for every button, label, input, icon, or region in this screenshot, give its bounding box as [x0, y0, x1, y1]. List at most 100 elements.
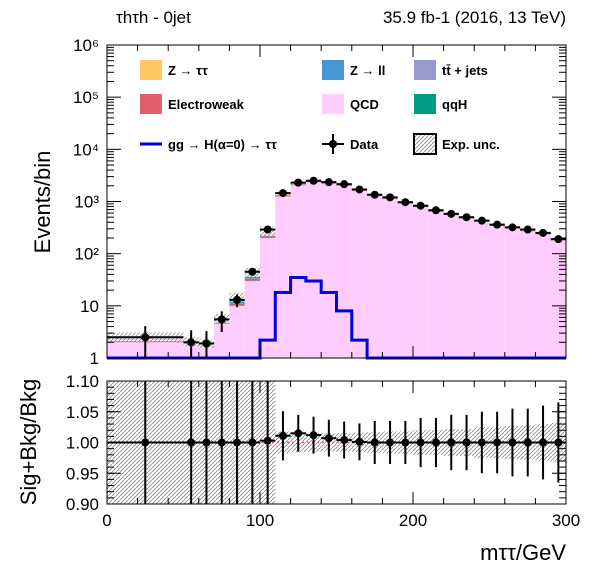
ratio-point	[202, 438, 211, 447]
ratio-point	[248, 438, 257, 447]
ratio-ytick-label: 0.90	[66, 495, 99, 514]
ratio-point	[401, 438, 410, 447]
bar-qcd	[260, 237, 276, 358]
data-point	[462, 213, 471, 222]
data-point	[324, 178, 333, 187]
main-ytick-label: 10⁵	[73, 88, 99, 107]
main-ytick-label: 1	[90, 349, 99, 368]
main-panel: 1 10 10² 10³ 10⁴ 10⁵ 10⁶ Events/bin	[30, 36, 567, 368]
bar-qcd	[474, 221, 490, 358]
main-ylabel: Events/bin	[30, 151, 55, 254]
bar-qcd	[290, 185, 306, 358]
bar-qcd	[550, 240, 566, 358]
ratio-xtick-label: 200	[399, 511, 427, 530]
bar-qcd	[520, 231, 536, 358]
ratio-point	[340, 436, 349, 445]
ratio-ytick-label: 1.10	[66, 372, 99, 391]
bar-ewk	[260, 236, 276, 238]
bar-qcd	[428, 211, 444, 358]
data-point	[309, 176, 318, 185]
data-point	[401, 198, 410, 207]
stacked-bars	[107, 180, 566, 358]
legend-swatch	[140, 60, 162, 80]
data-point	[477, 216, 486, 225]
bar-qcd	[443, 215, 459, 358]
data-point	[355, 185, 364, 194]
main-ytick-label: 10²	[74, 245, 99, 264]
bar-qcd	[458, 218, 475, 358]
ratio-xtick-label: 0	[102, 511, 111, 530]
legend-label: Data	[350, 137, 379, 152]
data-point	[447, 209, 456, 218]
ratio-point	[217, 438, 226, 447]
data-points	[107, 176, 566, 358]
lumi-label: 35.9 fb-1 (2016, 13 TeV)	[383, 8, 566, 27]
ratio-ytick-label: 1.00	[66, 434, 99, 453]
data-point	[294, 178, 303, 187]
ratio-point	[294, 429, 303, 438]
bar-qcd	[413, 206, 429, 358]
ratio-point	[141, 438, 150, 447]
legend-swatch	[140, 94, 162, 114]
ratio-ylabel: Sig+Bkg/Bkg	[16, 379, 41, 506]
bar-qcd	[397, 203, 413, 358]
ratio-point	[370, 438, 379, 447]
legend-swatch-unc	[413, 133, 437, 155]
data-point	[523, 225, 532, 234]
ratio-point	[508, 438, 517, 447]
ratio-point	[233, 438, 242, 447]
legend: Z → ττ Z → ll tt̄ + jets Electroweak QCD qqH g…	[140, 60, 500, 155]
ratio-point	[278, 431, 287, 440]
bar-qcd	[321, 183, 337, 358]
data-point	[248, 267, 257, 276]
data-point	[141, 333, 150, 342]
data-point	[278, 189, 287, 198]
data-point	[431, 206, 440, 215]
ratio-point	[263, 436, 272, 445]
bar-qcd	[382, 198, 398, 358]
ratio-ytick-label: 0.95	[66, 464, 99, 483]
ratio-xtick-label: 100	[246, 511, 274, 530]
ratio-point	[386, 438, 395, 447]
bar-zll	[244, 276, 260, 279]
data-point	[263, 225, 272, 234]
bar-qcd	[336, 185, 352, 358]
bar-qcd	[275, 196, 291, 358]
ratio-point	[431, 438, 440, 447]
legend-swatch	[414, 60, 436, 80]
data-point	[386, 193, 395, 202]
legend-label: QCD	[350, 97, 379, 112]
bar-qcd	[535, 234, 551, 358]
ratio-panel: 0.90 0.95 1.00 1.05 1.10 0 100 200 300 Sig+Bkg/B…	[16, 372, 580, 565]
ratio-point	[309, 431, 318, 440]
ratio-point	[187, 438, 196, 447]
data-point	[202, 339, 211, 348]
main-ytick-label: 10	[80, 297, 99, 316]
legend-label: Electroweak	[168, 97, 245, 112]
ratio-point	[477, 438, 486, 447]
main-ticks: 1 10 10² 10³ 10⁴ 10⁵ 10⁶	[73, 36, 567, 368]
legend-swatch-data-dot	[329, 140, 337, 148]
data-point	[508, 223, 517, 232]
ratio-point	[539, 438, 548, 447]
legend-label: qqH	[442, 97, 467, 112]
bar-zll	[260, 235, 276, 237]
bar-qcd	[351, 190, 368, 358]
legend-swatch	[414, 94, 436, 114]
legend-label: gg → H(α=0) → ττ	[168, 137, 277, 152]
ratio-point	[447, 438, 456, 447]
ratio-point	[324, 434, 333, 443]
ratio-point	[355, 437, 364, 446]
ratio-point	[416, 438, 425, 447]
ratio-point	[523, 438, 532, 447]
ratio-point	[462, 438, 471, 447]
main-ytick-label: 10⁶	[73, 36, 99, 55]
data-point	[370, 190, 379, 199]
bar-qcd	[244, 280, 260, 358]
legend-swatch	[322, 60, 344, 80]
legend-label: tt̄ + jets	[442, 63, 488, 78]
bar-qcd	[367, 195, 383, 358]
data-point	[340, 180, 349, 189]
ratio-points	[107, 381, 566, 504]
